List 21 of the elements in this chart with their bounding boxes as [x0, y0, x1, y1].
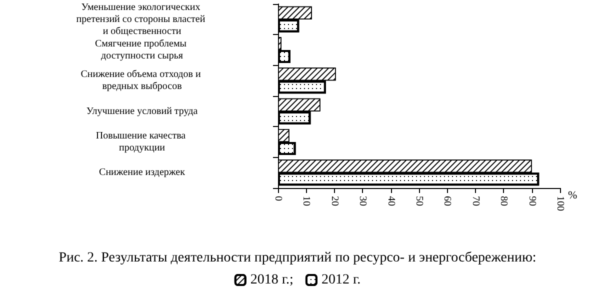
legend-label: 2012 г. [321, 272, 361, 288]
x-tick-label: 90 [526, 196, 538, 206]
y-tick-label: Уменьшение экологических претензий со стороны властей и общественности [76, 2, 208, 37]
y-tick-label: Улучшение условий труда [86, 106, 198, 117]
x-tick-label: 80 [498, 196, 510, 206]
x-tick-label: 30 [357, 196, 368, 206]
text: Рис. 2. Результаты деятельности предприятий по ресурсо- и энергосбережению: [58, 250, 536, 266]
y-tick-label: Снижение объема отходов и вредных выбросов [80, 69, 204, 92]
legend-label: 2018 г.; [250, 272, 294, 288]
x-tick-label: 10 [300, 196, 312, 206]
x-tick-label: 50 [414, 196, 424, 206]
x-tick-label: 100 [554, 196, 566, 211]
x-tick-label: 40 [385, 196, 396, 206]
x-axis-title: % [568, 190, 578, 202]
y-tick-label: Повышение качества продукции [96, 130, 188, 154]
y-tick-label: Снижение издержек [99, 167, 186, 178]
x-tick-label: 0 [272, 196, 284, 201]
x-tick-label: 20 [328, 196, 340, 206]
y-tick-label: Смягчение проблемы доступности сырья [95, 38, 189, 62]
x-tick-label: 60 [442, 196, 453, 206]
x-tick-label: 70 [470, 196, 481, 206]
